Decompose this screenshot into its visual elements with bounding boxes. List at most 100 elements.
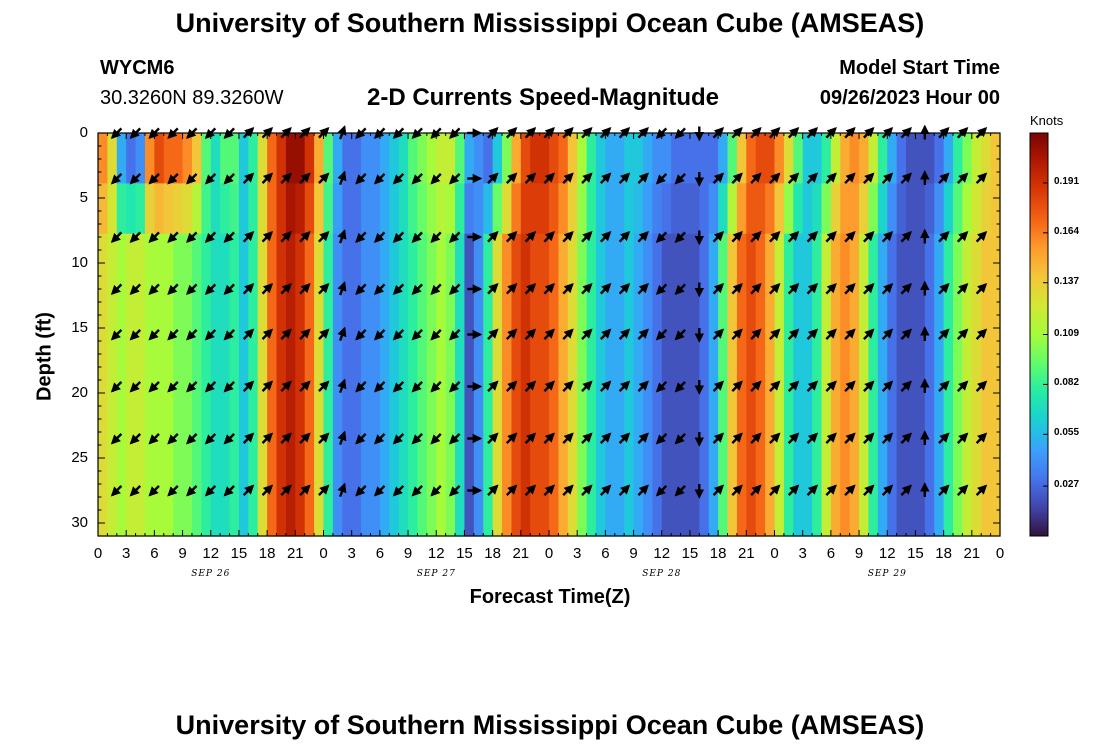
current-vector-arrow [581, 328, 593, 340]
current-vector-arrow [355, 433, 367, 445]
current-vector-arrow [505, 432, 518, 444]
current-vector-arrow [975, 432, 988, 444]
heatmap-cell [530, 334, 541, 386]
heatmap-cell [981, 183, 992, 235]
heatmap-cell [285, 133, 296, 184]
heatmap-cell [154, 334, 165, 386]
heatmap-cell [727, 284, 738, 336]
heatmap-cell [398, 334, 409, 386]
current-vector-arrow [487, 328, 499, 340]
heatmap-cell [906, 284, 917, 336]
heatmap-cell [502, 435, 513, 487]
heatmap-cell [220, 485, 231, 537]
heatmap-cell [859, 435, 870, 487]
current-vector-arrow [581, 283, 593, 295]
current-vector-arrow [562, 432, 574, 444]
heatmap-cell [473, 384, 484, 436]
heatmap-cell [567, 384, 578, 436]
heatmap-cell [812, 334, 823, 386]
current-vector-arrow [204, 173, 217, 185]
heatmap-cell [849, 284, 860, 336]
heatmap-cell [812, 133, 823, 184]
heatmap-cell [718, 284, 729, 336]
heatmap-cell [107, 384, 118, 436]
current-vector-arrow [261, 283, 274, 295]
current-vector-arrow [487, 484, 499, 496]
heatmap-cell [351, 233, 362, 285]
current-vector-arrow [543, 328, 555, 340]
current-vector-arrow [337, 281, 347, 296]
heatmap-cell [464, 233, 475, 285]
heatmap-cell [144, 334, 155, 386]
heatmap-cell [483, 384, 494, 436]
heatmap-cell [906, 435, 917, 487]
heatmap-cell [304, 485, 315, 537]
heatmap-cell [812, 183, 823, 235]
heatmap-cell [605, 334, 616, 386]
heatmap-cell [210, 284, 221, 336]
heatmap-cell [107, 133, 118, 184]
current-vector-arrow [430, 485, 442, 497]
heatmap-cell [953, 183, 964, 235]
heatmap-cell [323, 183, 334, 235]
current-vector-arrow [806, 484, 819, 496]
current-vector-arrow [769, 172, 781, 184]
current-vector-arrow [825, 484, 837, 496]
page-title: University of Southern Mississippi Ocean… [175, 8, 925, 38]
current-vector-arrow [261, 432, 274, 444]
heatmap-cell [314, 384, 325, 436]
heatmap-cell [220, 183, 231, 235]
heatmap-cell [614, 183, 625, 235]
heatmap-cell [304, 284, 315, 336]
current-vector-arrow [844, 380, 856, 392]
current-vector-arrow [280, 380, 292, 392]
heatmap-cell [896, 284, 907, 336]
heatmap-cell [116, 485, 127, 537]
heatmap-cell [520, 284, 531, 336]
heatmap-cell [887, 233, 898, 285]
x-tick-label: 9 [403, 545, 413, 562]
heatmap-cell [699, 384, 710, 436]
heatmap-cell [981, 133, 992, 184]
heatmap-cell [342, 233, 353, 285]
heatmap-cell [267, 384, 278, 436]
current-vector-arrow [186, 231, 198, 243]
heatmap-cell [765, 284, 776, 336]
heatmap-cell [765, 384, 776, 436]
heatmap-cell [962, 384, 973, 436]
current-vector-arrow [900, 484, 912, 496]
heatmap-cell [295, 133, 306, 184]
heatmap-cell [783, 485, 794, 537]
current-vector-arrow [318, 432, 330, 444]
heatmap-cell [765, 183, 776, 235]
current-vector-arrow [938, 484, 950, 496]
heatmap-cell [370, 435, 381, 487]
heatmap-cell [990, 384, 1001, 436]
current-vector-arrow [543, 231, 555, 243]
heatmap-cell [398, 485, 409, 537]
current-vector-arrow [938, 432, 950, 444]
heatmap-cell [755, 384, 766, 436]
heatmap-cell [332, 384, 343, 436]
heatmap-cell [934, 233, 945, 285]
heatmap-cell [962, 233, 973, 285]
current-vector-arrow [806, 380, 819, 392]
heatmap-cell [417, 435, 428, 487]
heatmap-cell [614, 435, 625, 487]
current-vector-arrow [637, 484, 649, 496]
current-vector-arrow [355, 173, 367, 185]
heatmap-cell [304, 435, 315, 487]
heatmap-cell [539, 133, 550, 184]
heatmap-cell [840, 183, 851, 235]
current-vector-arrow [825, 283, 837, 295]
current-vector-arrow [731, 172, 743, 184]
current-vector-arrow [355, 329, 367, 341]
heatmap-cell [727, 133, 738, 184]
heatmap-cell [342, 133, 353, 184]
current-vector-arrow [881, 484, 894, 496]
heatmap-cell [971, 334, 982, 386]
heatmap-cell [530, 485, 541, 537]
heatmap-cell [116, 334, 127, 386]
current-vector-arrow [280, 328, 292, 340]
heatmap-cell [906, 133, 917, 184]
